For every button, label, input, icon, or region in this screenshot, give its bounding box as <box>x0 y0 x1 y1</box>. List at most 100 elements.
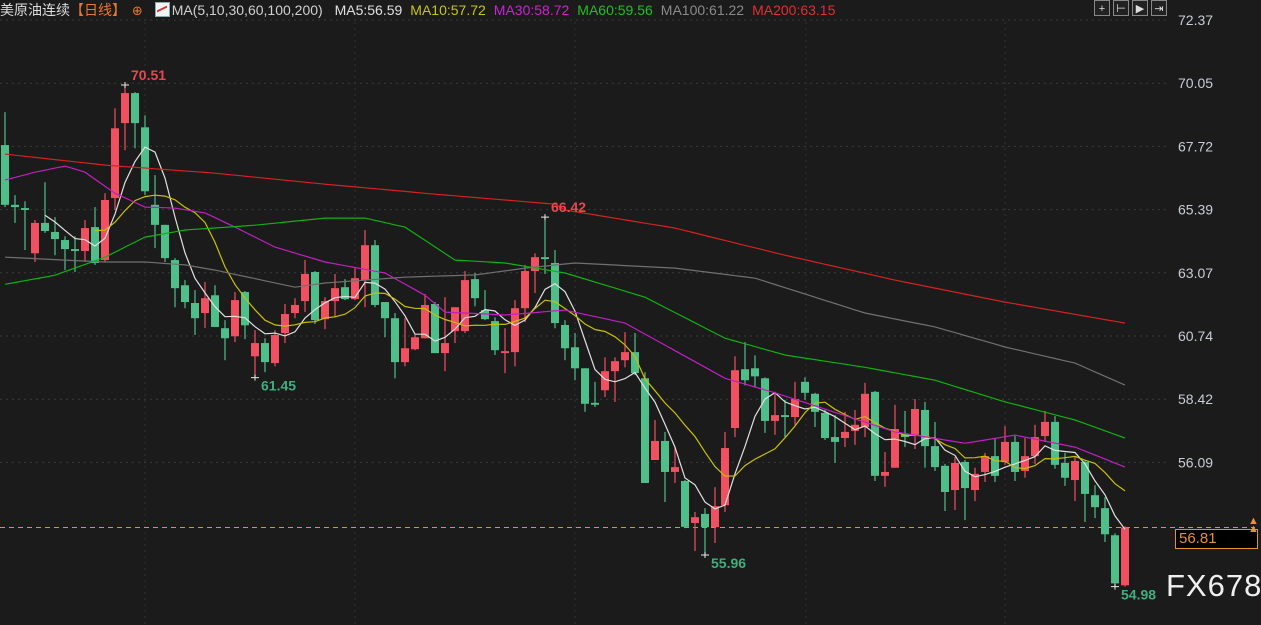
ma-legend-item: MA10:57.72 <box>410 2 486 18</box>
candle-body <box>221 328 229 339</box>
zoom-start-icon[interactable]: ⊢ <box>1113 0 1129 16</box>
candle-body <box>251 343 259 357</box>
add-indicator-icon[interactable]: ⊕ <box>131 3 143 18</box>
candle-body <box>471 279 479 299</box>
period-selector[interactable]: 【日线】 <box>70 2 126 18</box>
candle-body <box>121 93 129 124</box>
candle-body <box>741 369 749 381</box>
candle-body <box>241 292 249 326</box>
candle-body <box>261 343 269 363</box>
candle-body <box>301 273 309 302</box>
low-marker <box>251 374 259 381</box>
play-icon[interactable]: ▶ <box>1132 0 1148 16</box>
candle-body <box>991 456 999 476</box>
candle-body <box>601 371 609 391</box>
candle-body <box>561 324 569 349</box>
candle-body <box>231 300 239 337</box>
candle-body <box>461 280 469 332</box>
candle-body <box>861 393 869 428</box>
candle-body <box>421 304 429 339</box>
candle-body <box>611 361 619 372</box>
candle-body <box>531 257 539 272</box>
candle-body <box>191 303 199 319</box>
high-marker <box>541 214 549 221</box>
candle-body <box>651 440 659 461</box>
candle-body <box>521 271 529 309</box>
chart-header: 美原油连续【日线】 ⊕ MA(5,10,30,60,100,200) MA5:5… <box>0 0 851 20</box>
candle-body <box>371 245 379 305</box>
candle-body <box>211 295 219 327</box>
candle-body <box>31 222 39 254</box>
candle-body <box>111 128 119 199</box>
candle-body <box>661 440 669 472</box>
candle-body <box>1121 527 1129 586</box>
candle-body <box>331 288 339 302</box>
candle-body <box>711 506 719 528</box>
candle-body <box>581 368 589 404</box>
candle-body <box>161 224 169 259</box>
ma-legend-item: MA60:59.56 <box>577 2 653 18</box>
candle-body <box>631 352 639 374</box>
candle-body <box>1031 437 1039 457</box>
ma-line-ma5 <box>44 146 1126 530</box>
goto-end-icon[interactable]: ⇥ <box>1151 0 1167 16</box>
candle-body <box>1021 456 1029 471</box>
crosshair-icon[interactable]: + <box>1094 0 1110 16</box>
candle-body <box>841 431 849 439</box>
candle-body <box>11 204 19 208</box>
candle-body <box>181 285 189 303</box>
candle-body <box>61 240 69 250</box>
candle-body <box>701 513 709 528</box>
candle-body <box>311 272 319 321</box>
candle-body <box>691 517 699 523</box>
candle-body <box>1 145 9 205</box>
candle-body <box>91 227 99 263</box>
candle-body <box>321 301 329 320</box>
candle-body <box>1071 460 1079 481</box>
ma-params[interactable]: MA(5,10,30,60,100,200) <box>171 2 323 18</box>
candle-body <box>1091 495 1099 508</box>
candle-body <box>971 473 979 491</box>
candle-body <box>911 408 919 435</box>
candle-body <box>351 278 359 300</box>
candle-body <box>501 351 509 354</box>
candle-body <box>391 318 399 363</box>
scroll-to-latest-icon[interactable]: ▲ ▲ <box>1248 515 1259 535</box>
candle-body <box>271 335 279 364</box>
low-marker <box>701 551 709 558</box>
ma-legend: MA5:56.59 MA10:57.72 MA30:58.72 MA60:59.56 M… <box>335 2 844 18</box>
candle-body <box>491 321 499 351</box>
candle-body <box>951 462 959 491</box>
watermark-logo: FX678 <box>1166 568 1261 603</box>
candle-body <box>171 260 179 289</box>
symbol-name: 美原油连续 <box>0 2 70 18</box>
candle-body <box>621 352 629 361</box>
low-price-label: 55.96 <box>711 555 746 571</box>
candle-body <box>981 456 989 472</box>
y-tick-label: 58.42 <box>1178 391 1213 407</box>
ma-legend-item: MA5:56.59 <box>334 2 403 18</box>
ma-legend-item: MA30:58.72 <box>493 2 570 18</box>
candle-body <box>751 368 759 377</box>
indicator-chart-icon[interactable] <box>154 2 170 17</box>
ma-line-ma200 <box>4 153 1126 324</box>
candle-body <box>41 222 49 231</box>
ma-legend-item: MA200:63.15 <box>752 2 836 18</box>
candle-body <box>551 262 559 324</box>
candle-body <box>821 412 829 439</box>
candle-body <box>131 93 139 124</box>
low-price-label: 61.45 <box>261 378 296 394</box>
candle-body <box>361 245 369 281</box>
candle-body <box>401 348 409 363</box>
y-tick-label: 72.37 <box>1178 12 1213 28</box>
candle-body <box>281 314 289 334</box>
candle-body <box>851 424 859 431</box>
candle-body <box>571 347 579 369</box>
y-tick-label: 60.74 <box>1178 328 1213 344</box>
candle-body <box>141 127 149 192</box>
candle-body <box>791 398 799 418</box>
candle-body <box>1101 508 1109 535</box>
candle-body <box>1001 441 1009 462</box>
candle-body <box>1041 421 1049 437</box>
